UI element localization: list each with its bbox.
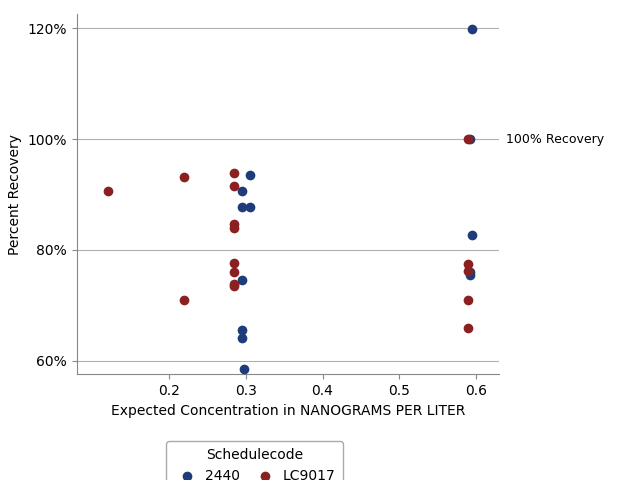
2440 (237, 204, 247, 211)
LC9017 (229, 259, 239, 267)
Legend: 2440, LC9017: 2440, LC9017 (166, 441, 342, 480)
LC9017 (229, 220, 239, 228)
LC9017 (463, 296, 474, 303)
LC9017 (229, 169, 239, 177)
2440 (467, 231, 477, 239)
2440 (465, 268, 475, 276)
2440 (237, 276, 247, 284)
LC9017 (102, 187, 113, 194)
2440 (239, 365, 250, 372)
LC9017 (179, 173, 189, 181)
2440 (237, 335, 247, 342)
LC9017 (463, 135, 474, 143)
X-axis label: Expected Concentration in NANOGRAMS PER LITER: Expected Concentration in NANOGRAMS PER … (111, 404, 465, 418)
Y-axis label: Percent Recovery: Percent Recovery (8, 134, 22, 255)
2440 (465, 135, 475, 143)
2440 (237, 326, 247, 334)
LC9017 (229, 182, 239, 190)
LC9017 (229, 268, 239, 276)
2440 (244, 171, 255, 179)
Text: 100% Recovery: 100% Recovery (506, 132, 604, 145)
2440 (237, 187, 247, 194)
LC9017 (463, 260, 474, 267)
2440 (467, 25, 477, 33)
LC9017 (179, 296, 189, 303)
2440 (244, 204, 255, 211)
LC9017 (229, 224, 239, 231)
LC9017 (463, 324, 474, 332)
LC9017 (229, 282, 239, 289)
LC9017 (463, 267, 474, 275)
2440 (465, 271, 475, 278)
LC9017 (229, 280, 239, 288)
